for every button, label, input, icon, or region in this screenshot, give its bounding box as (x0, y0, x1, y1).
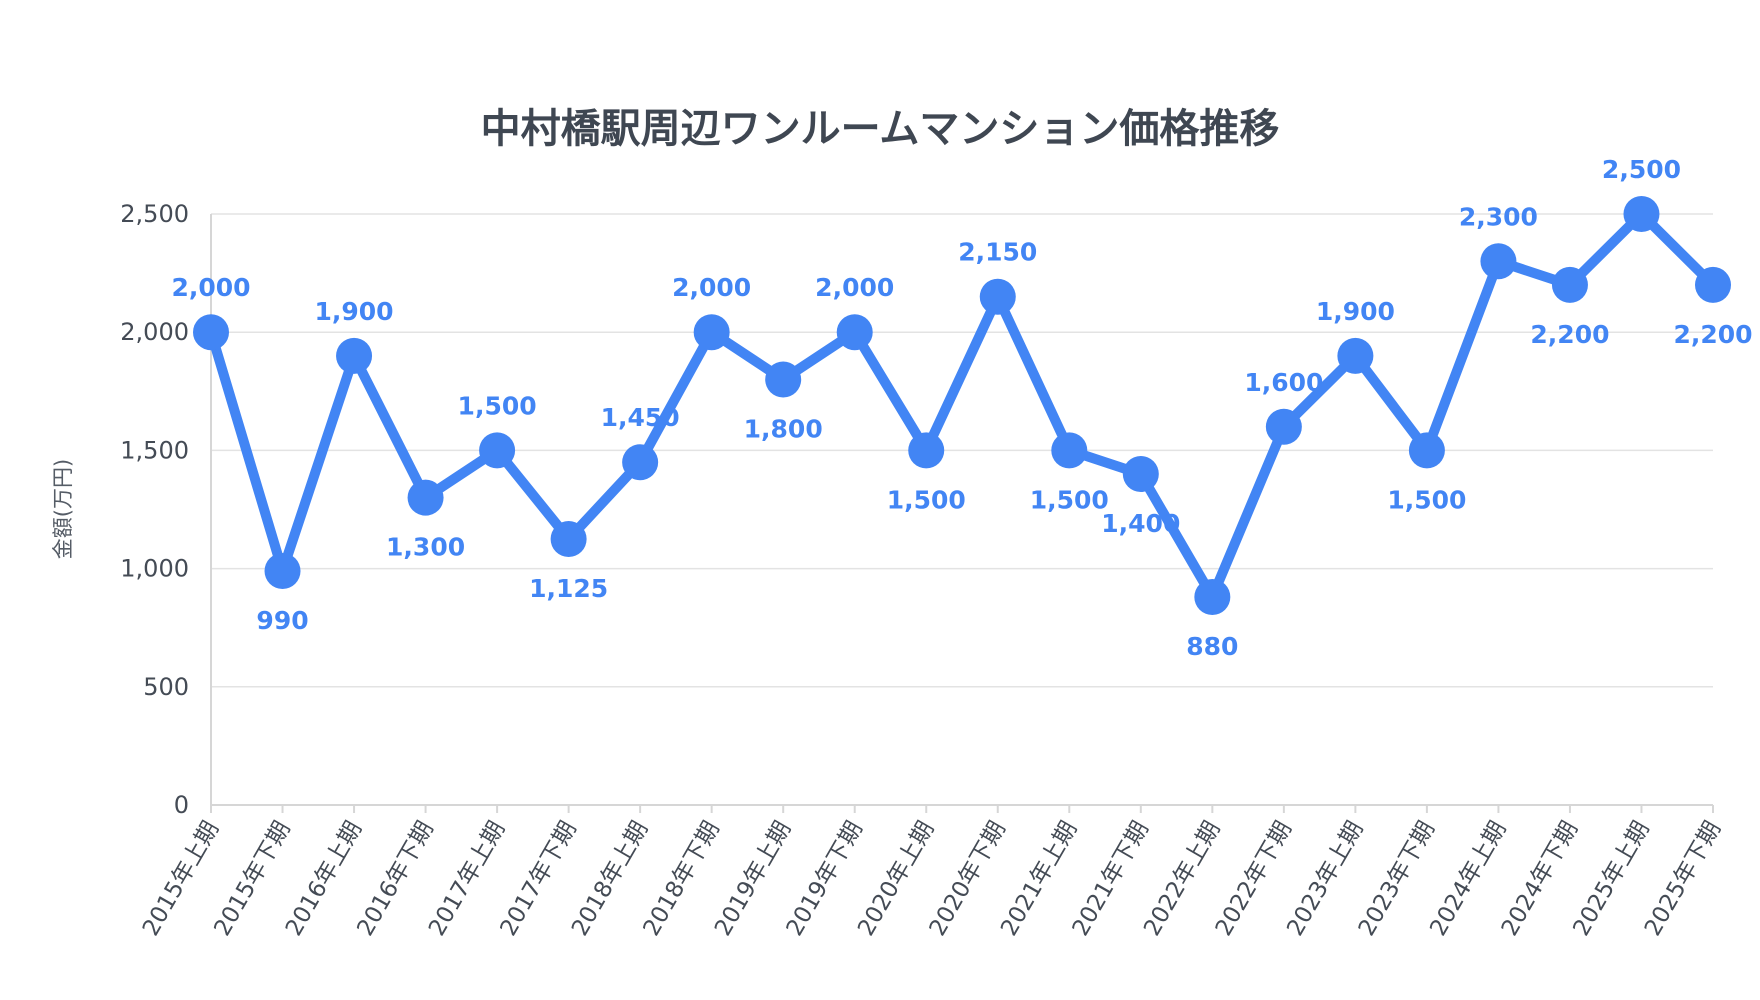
data-point (1623, 196, 1660, 232)
x-tick-label: 2024年上期 (1425, 817, 1511, 940)
data-label: 2,000 (672, 273, 751, 302)
series-line (206, 209, 1718, 602)
x-tick-label: 2019年上期 (710, 817, 796, 940)
x-axis-ticks: 2015年上期2015年下期2016年上期2016年下期2017年上期2017年… (138, 805, 1726, 940)
data-label: 2,000 (815, 273, 894, 302)
data-point (407, 479, 444, 516)
data-point (836, 314, 873, 351)
chart-title: 中村橋駅周辺ワンルームマンション価格推移 (481, 106, 1280, 152)
y-axis-ticks: 0 500 1,000 1,500 2,000 2,500 (120, 200, 189, 819)
x-tick-label: 2015年下期 (209, 817, 295, 940)
y-tick-label: 1,000 (120, 555, 189, 583)
data-point (193, 314, 229, 351)
data-point (1122, 456, 1159, 493)
data-label: 1,800 (744, 414, 823, 443)
data-point (1695, 266, 1731, 303)
x-tick-label: 2016年上期 (281, 817, 367, 940)
data-point (336, 337, 373, 374)
data-label: 1,500 (1030, 485, 1109, 514)
series-layer (193, 196, 1731, 615)
data-label: 2,150 (958, 238, 1037, 267)
data-label: 2,000 (171, 273, 250, 302)
x-tick-label: 2016年下期 (352, 817, 438, 940)
x-tick-label: 2017年上期 (424, 817, 510, 940)
data-label: 2,200 (1530, 320, 1609, 349)
x-tick-label: 2020年下期 (925, 817, 1011, 940)
data-point (979, 278, 1016, 315)
data-point (693, 314, 730, 351)
x-tick-label: 2022年下期 (1211, 817, 1297, 940)
data-point (1408, 432, 1445, 469)
data-label: 1,450 (601, 403, 680, 432)
data-point (479, 432, 516, 469)
y-tick-label: 0 (174, 791, 189, 819)
data-label: 1,600 (1244, 368, 1323, 397)
x-tick-label: 2018年下期 (639, 817, 725, 940)
y-tick-label: 1,500 (120, 436, 189, 464)
data-label: 1,300 (386, 533, 465, 562)
x-tick-label: 2024年下期 (1497, 817, 1583, 940)
data-label: 1,125 (529, 574, 608, 603)
data-point (550, 521, 587, 558)
data-label: 1,500 (887, 485, 966, 514)
data-point (1051, 432, 1088, 469)
data-point (1337, 337, 1374, 374)
x-tick-label: 2023年下期 (1354, 817, 1440, 940)
data-point (1551, 266, 1588, 303)
data-label: 2,500 (1602, 155, 1681, 184)
data-label: 1,400 (1101, 509, 1180, 538)
gridlines (210, 213, 1713, 806)
data-label: 990 (256, 606, 308, 635)
y-tick-label: 2,000 (120, 318, 189, 346)
x-tick-label: 2021年上期 (996, 817, 1082, 940)
data-labels: 2,000 990 1,900 1,300 1,500 1,125 1,450 2,000 1,… (171, 155, 1752, 661)
data-point (622, 444, 659, 481)
data-point (264, 552, 301, 589)
data-point (765, 361, 802, 398)
data-point (1480, 243, 1517, 280)
data-point (1194, 578, 1231, 615)
x-tick-label: 2018年上期 (567, 817, 653, 940)
x-tick-label: 2022年上期 (1139, 817, 1225, 940)
data-label: 1,900 (315, 297, 394, 326)
data-label: 2,200 (1673, 320, 1752, 349)
x-tick-label: 2025年下期 (1640, 817, 1726, 940)
y-tick-label: 500 (143, 673, 189, 701)
data-label: 2,300 (1459, 202, 1538, 231)
data-label: 1,900 (1316, 297, 1395, 326)
x-tick-label: 2017年下期 (496, 817, 582, 940)
data-label: 880 (1186, 632, 1238, 661)
x-tick-label: 2019年下期 (782, 817, 868, 940)
y-axis-label: 金額(万円) (51, 459, 75, 559)
x-tick-label: 2025年上期 (1568, 817, 1654, 940)
x-tick-label: 2023年上期 (1282, 817, 1368, 940)
y-tick-label: 2,500 (120, 200, 189, 228)
x-tick-label: 2015年上期 (138, 817, 224, 940)
data-point (908, 432, 945, 469)
data-point (1265, 408, 1302, 445)
x-tick-label: 2021年下期 (1068, 817, 1154, 940)
data-label: 1,500 (1387, 485, 1466, 514)
data-label: 1,500 (458, 391, 537, 420)
x-tick-label: 2020年上期 (853, 817, 939, 940)
